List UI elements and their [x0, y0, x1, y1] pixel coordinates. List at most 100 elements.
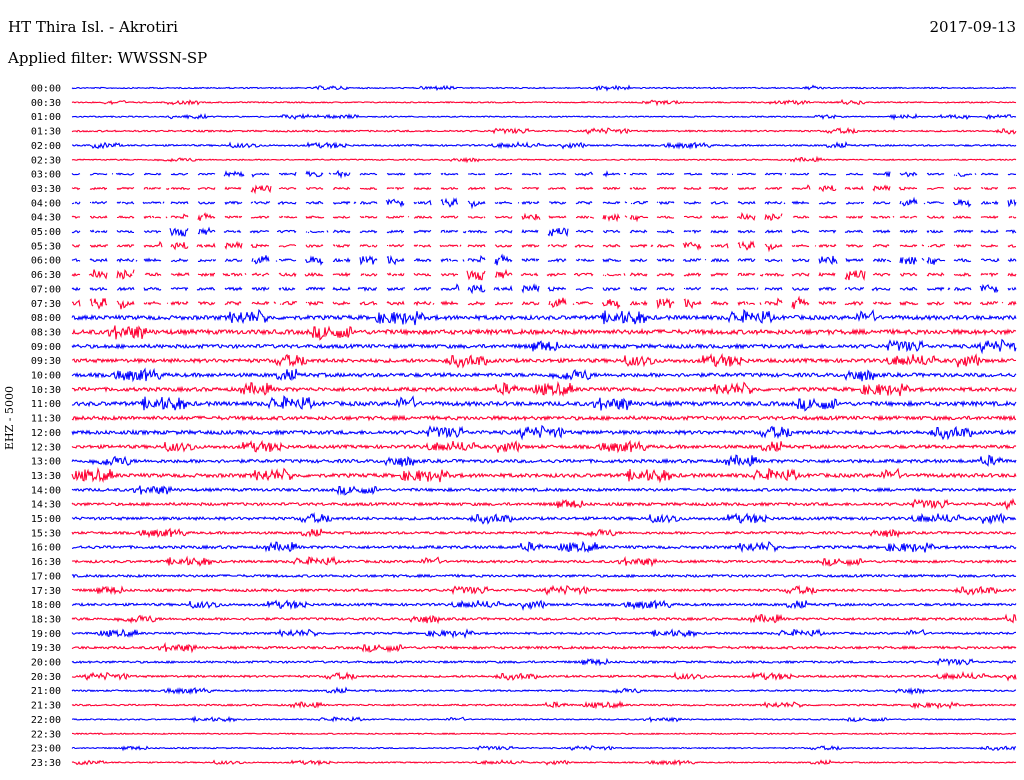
row-time-label: 01:30	[31, 127, 61, 138]
row-time-label: 01:00	[31, 112, 61, 123]
row-time-label: 04:00	[31, 198, 61, 209]
row-time-label: 10:30	[31, 385, 61, 396]
row-time-label: 07:00	[31, 284, 61, 295]
row-time-label: 08:00	[31, 313, 61, 324]
seismic-trace	[71, 184, 1017, 195]
seismic-trace	[71, 240, 1017, 253]
seismic-trace	[71, 628, 1017, 639]
row-time-label: 14:00	[31, 485, 61, 496]
seismic-trace	[71, 573, 1017, 579]
seismic-trace	[71, 98, 1017, 107]
row-time-label: 16:00	[31, 543, 61, 554]
row-time-label: 19:00	[31, 629, 61, 640]
seismic-trace	[71, 485, 1017, 496]
row-time-label: 13:30	[31, 471, 61, 482]
row-time-label: 20:30	[31, 672, 61, 683]
seismic-trace	[71, 424, 1017, 441]
row-time-label: 03:30	[31, 184, 61, 195]
row-time-label: 06:30	[31, 270, 61, 281]
row-time-label: 08:30	[31, 327, 61, 338]
seismic-trace	[71, 338, 1017, 355]
seismic-trace	[71, 657, 1017, 667]
row-time-label: 06:00	[31, 256, 61, 267]
row-time-label: 09:00	[31, 342, 61, 353]
row-time-label: 00:00	[31, 84, 61, 95]
seismic-trace	[71, 527, 1017, 539]
row-time-label: 19:30	[31, 643, 61, 654]
seismic-trace	[71, 84, 1017, 92]
seismic-trace	[71, 112, 1017, 121]
seismic-trace	[71, 599, 1017, 611]
seismic-trace	[71, 226, 1017, 238]
seismic-trace	[71, 169, 1017, 179]
row-time-label: 20:00	[31, 658, 61, 669]
row-time-label: 04:30	[31, 213, 61, 224]
seismic-trace	[71, 325, 1017, 341]
row-time-label: 09:30	[31, 356, 61, 367]
station-title: HT Thira Isl. - Akrotiri	[8, 18, 178, 36]
row-time-label: 16:30	[31, 557, 61, 568]
seismic-trace	[71, 414, 1017, 422]
row-time-label: 12:30	[31, 442, 61, 453]
seismic-trace	[71, 467, 1017, 484]
row-time-label: 07:30	[31, 299, 61, 310]
seismic-trace	[71, 395, 1017, 412]
seismic-trace	[71, 686, 1017, 696]
row-time-label: 22:00	[31, 715, 61, 726]
row-time-label: 14:30	[31, 500, 61, 511]
row-time-label: 02:30	[31, 155, 61, 166]
seismic-trace	[72, 141, 1017, 150]
seismic-trace	[71, 584, 1016, 596]
row-time-label: 17:00	[31, 571, 61, 582]
row-time-label: 02:00	[31, 141, 61, 152]
seismic-trace	[71, 439, 1017, 454]
seismic-trace	[71, 758, 1017, 767]
seismic-trace	[71, 700, 1017, 710]
seismic-trace	[71, 308, 1017, 326]
seismic-trace	[71, 155, 1017, 164]
row-time-label: 12:00	[31, 428, 61, 439]
seismic-trace	[71, 268, 1017, 281]
row-time-label: 17:30	[31, 586, 61, 597]
seismic-trace	[71, 715, 1017, 724]
seismic-trace	[71, 353, 1017, 369]
seismic-trace	[72, 732, 1017, 736]
filter-label: Applied filter: WWSSN-SP	[8, 49, 208, 67]
row-time-label: 23:00	[31, 744, 61, 755]
seismic-trace	[71, 512, 1017, 525]
seismic-trace	[71, 126, 1017, 135]
seismic-trace	[71, 497, 1017, 511]
row-time-label: 22:30	[31, 729, 61, 740]
row-time-label: 23:30	[31, 758, 61, 769]
date-label: 2017-09-13	[929, 18, 1016, 36]
row-time-label: 00:30	[31, 98, 61, 109]
seismic-trace	[71, 295, 1017, 310]
row-time-label: 11:00	[31, 399, 61, 410]
row-time-label: 05:00	[31, 227, 61, 238]
seismic-trace	[71, 283, 1017, 295]
row-time-label: 18:30	[31, 614, 61, 625]
seismic-trace	[71, 211, 1017, 223]
seismic-trace	[71, 253, 1017, 266]
row-time-label: 21:30	[31, 701, 61, 712]
seismic-trace	[71, 555, 1017, 568]
seismic-trace	[71, 540, 1017, 554]
row-time-label: 15:30	[31, 528, 61, 539]
seismic-trace	[71, 367, 1017, 383]
seismic-trace	[71, 454, 1017, 467]
row-time-label: 11:30	[31, 414, 61, 425]
seismic-trace	[71, 380, 1017, 397]
seismic-trace	[71, 642, 1017, 654]
row-time-label: 15:00	[31, 514, 61, 525]
row-time-label: 10:00	[31, 371, 61, 382]
seismic-trace	[71, 745, 1017, 752]
seismic-trace	[71, 613, 1017, 625]
row-time-label: 18:00	[31, 600, 61, 611]
row-time-label: 21:00	[31, 686, 61, 697]
row-time-label: 03:00	[31, 170, 61, 181]
row-time-label: 05:30	[31, 241, 61, 252]
seismic-trace	[71, 196, 1017, 210]
seismic-trace	[71, 670, 1017, 682]
row-time-label: 13:00	[31, 457, 61, 468]
